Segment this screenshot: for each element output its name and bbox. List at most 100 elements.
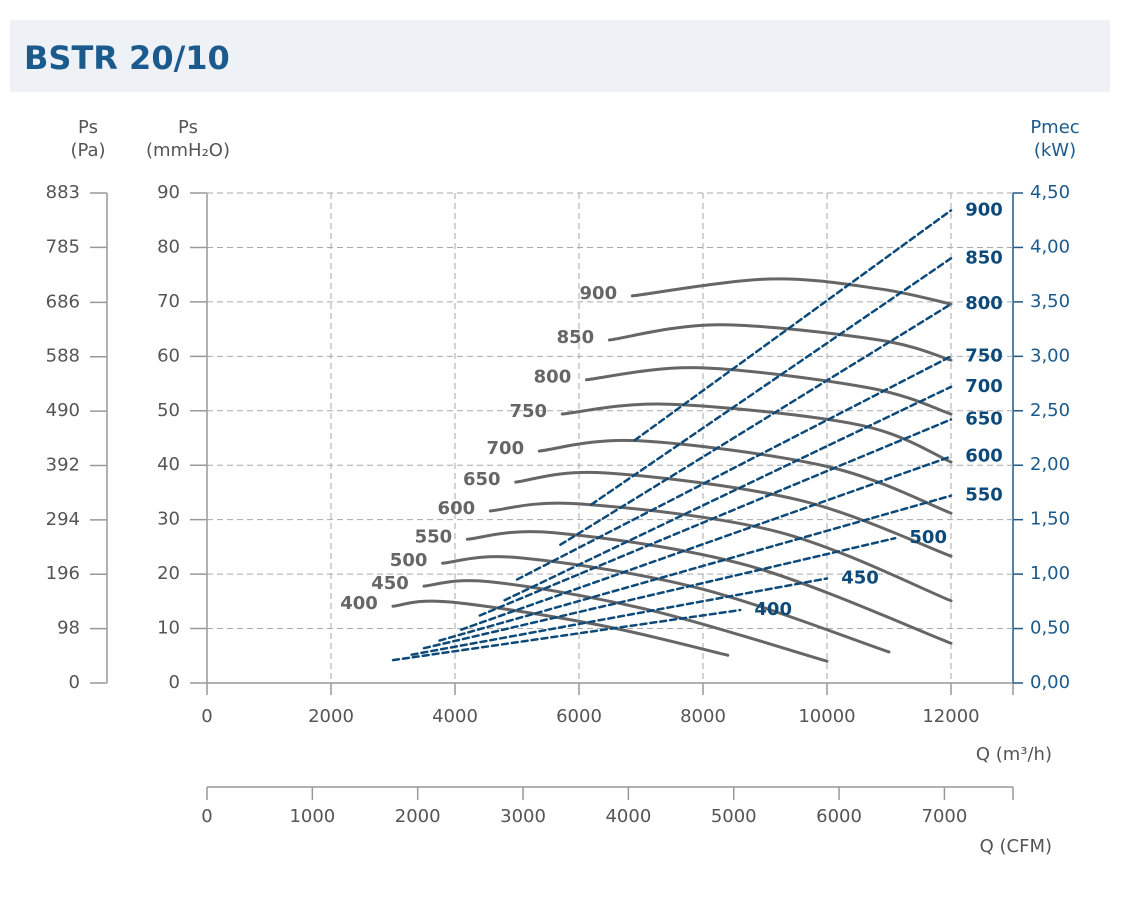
cfm-tick-label: 7000 (922, 806, 968, 827)
pa-tick-label: 785 (46, 236, 80, 257)
y2-tick-label: 4,50 (1030, 182, 1070, 203)
pressure-curve (514, 470, 953, 558)
title-bar (10, 20, 1110, 92)
cfm-tick-label: 0 (201, 806, 212, 827)
curve-label: 650 (463, 469, 501, 490)
cfm-tick-label: 5000 (711, 806, 757, 827)
cfm-tick-label: 1000 (289, 806, 335, 827)
x-tick-label: 4000 (432, 706, 478, 727)
power-line (410, 577, 829, 656)
power-label: 450 (841, 567, 879, 588)
pa-tick-label: 294 (46, 509, 80, 530)
x-tick-label: 6000 (556, 706, 602, 727)
x-tick-label: 8000 (680, 706, 726, 727)
y2-axis-label: (kW) (1034, 140, 1076, 161)
y-tick-label: 60 (157, 345, 180, 366)
pa-tick-label: 883 (46, 182, 80, 203)
curve-label: 700 (487, 438, 525, 459)
pressure-curve (584, 366, 953, 416)
pa-tick-label: 0 (69, 672, 80, 693)
y-tick-label: 10 (157, 618, 180, 639)
curve-label: 450 (371, 573, 409, 594)
power-label: 800 (965, 293, 1003, 314)
x-axis-label: Q (m³/h) (976, 744, 1052, 765)
power-line (633, 209, 953, 442)
y-axis-label: Ps (178, 117, 198, 138)
cfm-tick-label: 4000 (605, 806, 651, 827)
y2-tick-label: 2,50 (1030, 400, 1070, 421)
power-label: 550 (965, 485, 1003, 506)
cfm-tick-label: 6000 (816, 806, 862, 827)
curve-label: 600 (438, 498, 476, 519)
chart-title: BSTR 20/10 (24, 39, 230, 77)
curve-label: 900 (580, 283, 618, 304)
y2-tick-label: 1,00 (1030, 563, 1070, 584)
y2-tick-label: 3,50 (1030, 291, 1070, 312)
pa-tick-label: 686 (46, 291, 80, 312)
curve-label: 750 (509, 401, 547, 422)
pa-tick-label: 98 (57, 618, 80, 639)
pressure-curve (441, 555, 891, 654)
curve-label: 550 (415, 526, 453, 547)
power-label: 500 (909, 527, 947, 548)
pressure-curve (465, 530, 953, 645)
power-line (422, 536, 897, 650)
power-label: 600 (965, 446, 1003, 467)
pressure-curve (537, 438, 953, 515)
power-line (515, 355, 953, 581)
y-tick-label: 70 (157, 291, 180, 312)
pa-axis-label: Ps (78, 117, 98, 138)
pressure-curve (560, 402, 953, 464)
pressure-curve (607, 323, 953, 362)
pressure-curve (630, 277, 953, 306)
pa-axis-label: (Pa) (70, 140, 105, 161)
y-tick-label: 50 (157, 400, 180, 421)
y-tick-label: 30 (157, 509, 180, 530)
curve-label: 850 (557, 327, 595, 348)
power-line (391, 608, 742, 662)
cfm-axis-label: Q (CFM) (980, 836, 1052, 857)
pressure-curve (422, 579, 829, 663)
y-tick-label: 90 (157, 182, 180, 203)
pa-tick-label: 196 (46, 563, 80, 584)
x-tick-label: 2000 (308, 706, 354, 727)
power-line (459, 455, 953, 631)
y-tick-label: 80 (157, 236, 180, 257)
pressure-curve (391, 599, 730, 657)
y-tick-label: 0 (169, 672, 180, 693)
y2-tick-label: 0,50 (1030, 618, 1070, 639)
x-tick-label: 10000 (798, 706, 855, 727)
y2-axis-label: Pmec (1030, 117, 1079, 138)
pa-tick-label: 392 (46, 454, 80, 475)
y-axis-label: (mmH₂O) (146, 140, 230, 161)
power-line (559, 302, 953, 546)
y-tick-label: 20 (157, 563, 180, 584)
power-line (438, 494, 953, 642)
power-line (503, 385, 953, 602)
power-label: 400 (754, 599, 792, 620)
pa-tick-label: 490 (46, 400, 80, 421)
pa-tick-label: 588 (46, 346, 80, 367)
y2-tick-label: 0,00 (1030, 672, 1070, 693)
power-label: 650 (965, 408, 1003, 429)
y2-tick-label: 3,00 (1030, 345, 1070, 366)
y-tick-label: 40 (157, 454, 180, 475)
y2-tick-label: 4,00 (1030, 236, 1070, 257)
power-label: 750 (965, 345, 1003, 366)
curve-label: 800 (534, 367, 572, 388)
power-label: 700 (965, 376, 1003, 397)
power-label: 850 (965, 247, 1003, 268)
y2-tick-label: 1,50 (1030, 509, 1070, 530)
x-tick-label: 0 (201, 706, 212, 727)
power-line (478, 418, 953, 617)
curve-label: 400 (340, 593, 378, 614)
x-tick-label: 12000 (922, 706, 979, 727)
power-line (590, 257, 953, 506)
power-label: 900 (965, 199, 1003, 220)
curve-label: 500 (390, 550, 428, 571)
cfm-tick-label: 2000 (395, 806, 441, 827)
cfm-tick-label: 3000 (500, 806, 546, 827)
pressure-curve (488, 501, 953, 603)
y2-tick-label: 2,00 (1030, 454, 1070, 475)
